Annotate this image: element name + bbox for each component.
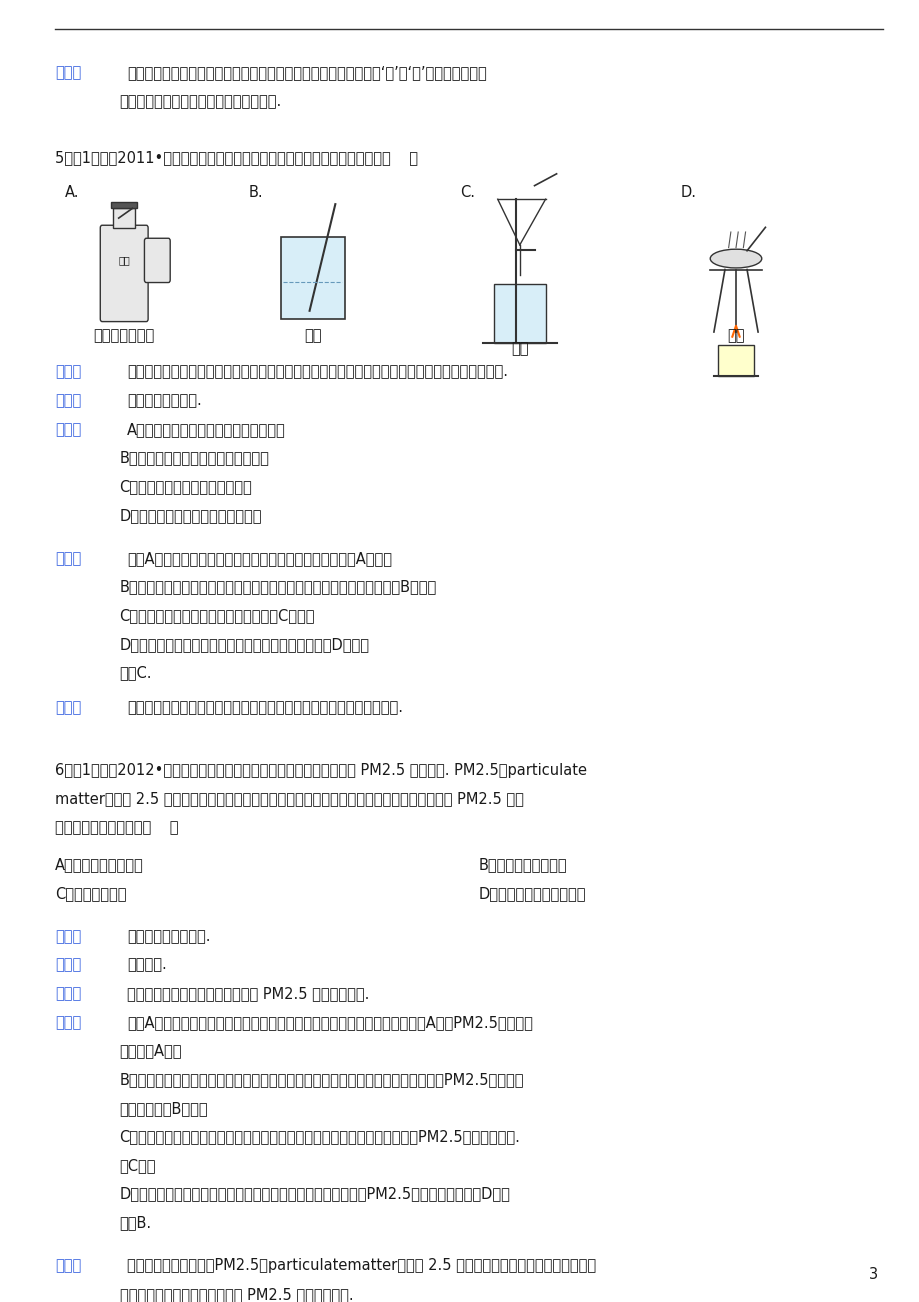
- Text: 点评：: 点评：: [55, 699, 82, 715]
- Bar: [717, 345, 754, 376]
- Bar: [111, 202, 137, 208]
- Bar: [280, 237, 345, 319]
- Text: 取一定量的粗盐: 取一定量的粗盐: [94, 328, 154, 344]
- Text: C．大力植树造林: C．大力植树造林: [55, 885, 127, 901]
- Ellipse shape: [709, 249, 761, 268]
- Text: 故选B.: 故选B.: [119, 1215, 152, 1230]
- Text: D．加强建筑工地扬尘控制: D．加强建筑工地扬尘控制: [478, 885, 585, 901]
- Text: D、蜗发时要用玻璃棒不断地搞拌，防止液滴飞溅，故D正确，: D、蜗发时要用玻璃棒不断地搞拌，防止液滴飞溅，故D正确，: [119, 637, 369, 652]
- Text: 理起不到积极作用的是（    ）: 理起不到积极作用的是（ ）: [55, 820, 178, 835]
- Text: 考点：: 考点：: [55, 928, 82, 944]
- Text: 氯化钓与粗盐提纯；固体药品的取用；物质的溶解；过滤的原理、方法及其应用；蜗发与蜗馏操作.: 氯化钓与粗盐提纯；固体药品的取用；物质的溶解；过滤的原理、方法及其应用；蜗发与蜗…: [127, 365, 507, 380]
- Text: 点评：: 点评：: [55, 65, 82, 81]
- Text: 故选C.: 故选C.: [119, 665, 152, 681]
- Text: 不到作用，故B正确；: 不到作用，故B正确；: [119, 1100, 208, 1116]
- Text: B、溶解时，将粗盐倒入烧杯中，加水溶解，并用玻璃棒不断地搞拌，故B正确，: B、溶解时，将粗盐倒入烧杯中，加水溶解，并用玻璃棒不断地搞拌，故B正确，: [119, 579, 437, 595]
- Text: A．城市道路定时洒水: A．城市道路定时洒水: [55, 857, 143, 872]
- FancyBboxPatch shape: [144, 238, 170, 283]
- Text: 解：A、取用固体药品要用药匙，瓶盖要倒放在桌面上，故A正确，: 解：A、取用固体药品要用药匙，瓶盖要倒放在桌面上，故A正确，: [127, 551, 391, 566]
- Text: 溶解: 溶解: [303, 328, 322, 344]
- Text: 本题主要对粗盐提纯实验中的各步的操作要点进行了考查，要加以识记.: 本题主要对粗盐提纯实验中的各步的操作要点进行了考查，要加以识记.: [127, 699, 403, 715]
- Bar: [494, 284, 545, 342]
- Text: 5．（1分）（2011•福州）粗盐提纯实验的部分操作如图所示，其中错误的是（    ）: 5．（1分）（2011•福州）粗盐提纯实验的部分操作如图所示，其中错误的是（ ）: [55, 150, 418, 165]
- Text: 过滤: 过滤: [510, 341, 528, 357]
- Text: B、根据溶解时的操作要点进行分析，: B、根据溶解时的操作要点进行分析，: [119, 450, 269, 466]
- Text: C.: C.: [460, 185, 474, 201]
- Text: 专题：: 专题：: [55, 957, 82, 973]
- Text: 分析：: 分析：: [55, 986, 82, 1001]
- Text: 点评：: 点评：: [55, 1258, 82, 1273]
- Text: 3: 3: [868, 1267, 878, 1282]
- Text: 空气的污染及其危害.: 空气的污染及其危害.: [127, 928, 210, 944]
- Text: A.: A.: [64, 185, 79, 201]
- Text: 专题：: 专题：: [55, 393, 82, 409]
- Text: D、根据滤液蜗发的操作进行分析，: D、根据滤液蜗发的操作进行分析，: [119, 508, 262, 523]
- Text: 只要能减少空气中固体颟粒就能对 PM2.5 的治理起作用.: 只要能减少空气中固体颟粒就能对 PM2.5 的治理起作用.: [127, 986, 369, 1001]
- FancyBboxPatch shape: [100, 225, 148, 322]
- Text: C、根据过滤时的操作进行分析，: C、根据过滤时的操作进行分析，: [119, 479, 252, 495]
- Text: D、加强建筑工地扬尘控制，就减少了空气中悬浮颟粒物，能对PM2.5的治理起作用．故D错；: D、加强建筑工地扬尘控制，就减少了空气中悬浮颟粒物，能对PM2.5的治理起作用．…: [119, 1186, 510, 1202]
- Text: 故C错；: 故C错；: [119, 1157, 156, 1173]
- Text: 粗盐: 粗盐: [119, 255, 130, 266]
- Text: 空气与水.: 空气与水.: [127, 957, 166, 973]
- Text: 解：A、城市道路定时洒水能减少地面上颟粒悬浮在空气中，被人体吸收，故A能对PM2.5的治理起: 解：A、城市道路定时洒水能减少地面上颟粒悬浮在空气中，被人体吸收，故A能对PM2…: [127, 1014, 532, 1030]
- Text: B．大力发展火力发电: B．大力发展火力发电: [478, 857, 566, 872]
- Text: B、大力发展火力发电，会由于化石燃料的大量燃烧，产生大量的悬浮颟粒，所以对PM2.5的治理起: B、大力发展火力发电，会由于化石燃料的大量燃烧，产生大量的悬浮颟粒，所以对PM2…: [119, 1072, 524, 1087]
- Text: 考点：: 考点：: [55, 365, 82, 380]
- Text: matter）是指 2.5 微米以下的细微颟粒物，它对人体健康和环境质量的影响很大．下列措施对 PM2.5 的治: matter）是指 2.5 微米以下的细微颟粒物，它对人体健康和环境质量的影响很…: [55, 792, 524, 806]
- Bar: [113, 208, 135, 228]
- Text: B.: B.: [248, 185, 263, 201]
- Text: 作用．故A错；: 作用．故A错；: [119, 1043, 182, 1059]
- Text: 解答：: 解答：: [55, 1014, 82, 1030]
- Text: A、根据取用固体药品的原则进行分析，: A、根据取用固体药品的原则进行分析，: [127, 422, 286, 437]
- Text: D.: D.: [680, 185, 696, 201]
- Text: 蜗发: 蜗发: [726, 328, 744, 344]
- Text: 6．（1分）（2012•兰州）我国新修订的《环境空气质量标准》增加了 PM2.5 监测指标. PM2.5（particulate: 6．（1分）（2012•兰州）我国新修订的《环境空气质量标准》增加了 PM2.5…: [55, 763, 586, 777]
- Text: 空气中悬浮颟粒物的量，就能对 PM2.5 的治理起作用.: 空气中悬浮颟粒物的量，就能对 PM2.5 的治理起作用.: [119, 1286, 353, 1302]
- Text: 了解物质的性质，才能依据选项正确分析解答，明确现象时要注意‘烟’和‘雾’的区别，烟是固: 了解物质的性质，才能依据选项正确分析解答，明确现象时要注意‘烟’和‘雾’的区别，…: [127, 65, 486, 81]
- Text: C、大力植树造林能减少沙尘暴天气的发生，能减少空气中悬浮颟粒物，能对PM2.5的治理起作用.: C、大力植树造林能减少沙尘暴天气的发生，能减少空气中悬浮颟粒物，能对PM2.5的…: [119, 1129, 520, 1144]
- Text: 解答本题关键是要知道PM2.5（particulatematter）是指 2.5 微米以下的细微颟粒物，只要能减少: 解答本题关键是要知道PM2.5（particulatematter）是指 2.5…: [127, 1258, 596, 1273]
- Text: 解答：: 解答：: [55, 551, 82, 566]
- Text: C、在过滤时，要用玻璃棒进行引流，故C错误，: C、在过滤时，要用玻璃棒进行引流，故C错误，: [119, 608, 315, 624]
- Text: 分析：: 分析：: [55, 422, 82, 437]
- Text: 物质的分离和提纯.: 物质的分离和提纯.: [127, 393, 201, 409]
- Text: 态小额粒形成的，雾是液态小液滴形成的.: 态小额粒形成的，雾是液态小液滴形成的.: [119, 94, 281, 109]
